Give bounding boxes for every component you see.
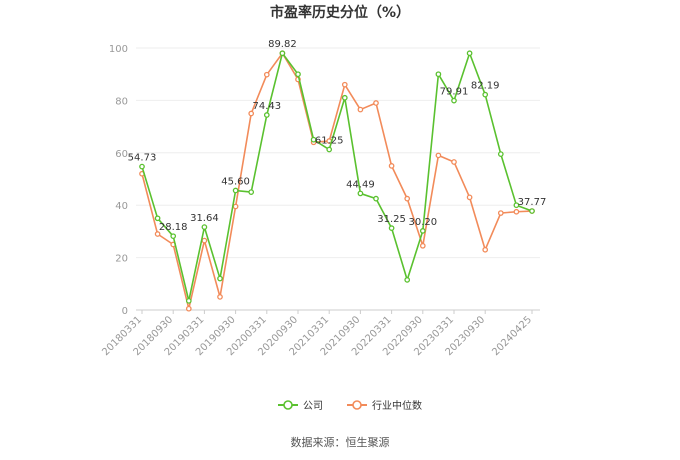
data-point xyxy=(482,91,489,98)
data-point xyxy=(248,110,255,117)
data-point xyxy=(373,100,379,106)
data-point xyxy=(497,210,504,216)
data-point xyxy=(357,190,364,197)
data-point xyxy=(482,246,489,253)
data-label: 61.25 xyxy=(315,136,344,147)
source-note: 数据来源：恒生聚源 xyxy=(291,435,390,449)
data-label: 45.60 xyxy=(221,177,250,188)
series-line-industry-median xyxy=(141,52,533,310)
legend-label: 公司 xyxy=(303,401,323,412)
data-point xyxy=(341,81,348,88)
data-point xyxy=(341,94,348,101)
series-line-company xyxy=(141,52,533,302)
data-point xyxy=(263,112,270,118)
data-label: 82.19 xyxy=(471,81,500,92)
data-point xyxy=(201,224,208,230)
series-layer xyxy=(139,50,535,312)
data-point xyxy=(419,228,426,234)
data-point xyxy=(248,189,255,195)
data-point xyxy=(435,71,442,78)
x-axis: 2018033120180930201903312019093020200331… xyxy=(100,310,534,358)
data-label: 31.25 xyxy=(377,214,406,225)
y-tick-label: 40 xyxy=(115,201,128,212)
y-tick-label: 100 xyxy=(109,44,128,55)
data-point xyxy=(232,187,239,194)
data-point xyxy=(497,151,504,157)
data-point xyxy=(263,71,270,78)
data-point xyxy=(139,163,145,170)
data-point xyxy=(451,97,457,104)
data-point xyxy=(388,163,395,169)
chart-title: 市盈率历史分位（%） xyxy=(270,4,410,21)
y-axis: 0 20 40 60 80 100 xyxy=(109,44,128,317)
data-point xyxy=(419,242,426,249)
data-label: 79.91 xyxy=(440,87,469,98)
data-label: 37.77 xyxy=(518,197,547,208)
data-point xyxy=(513,208,520,215)
data-label: 28.18 xyxy=(159,222,188,233)
legend-marker xyxy=(283,400,293,410)
data-point xyxy=(451,159,457,165)
x-tick-label: 20240425 xyxy=(490,314,534,358)
data-label: 74.43 xyxy=(252,101,281,112)
data-point xyxy=(154,215,161,222)
legend[interactable]: 公司 行业中位数 xyxy=(278,399,422,412)
data-point xyxy=(154,231,161,237)
grid xyxy=(136,47,540,311)
data-point xyxy=(388,225,395,231)
data-point xyxy=(232,203,239,210)
data-point xyxy=(310,136,317,143)
data-point xyxy=(529,208,535,214)
y-tick-label: 60 xyxy=(115,149,128,160)
data-point xyxy=(326,146,333,153)
data-point xyxy=(466,50,473,57)
data-point xyxy=(279,50,286,57)
data-point xyxy=(217,294,223,300)
data-point xyxy=(435,152,442,159)
data-point xyxy=(170,233,177,240)
y-tick-label: 80 xyxy=(115,96,128,107)
data-point xyxy=(404,277,411,283)
data-point xyxy=(185,297,192,304)
data-point xyxy=(513,202,520,209)
data-point xyxy=(295,71,301,78)
y-tick-label: 20 xyxy=(115,254,128,265)
data-label: 44.49 xyxy=(346,179,375,190)
data-point xyxy=(373,195,379,202)
data-point xyxy=(357,106,364,113)
data-label: 31.64 xyxy=(190,213,219,224)
data-label: 54.73 xyxy=(128,153,157,164)
legend-label: 行业中位数 xyxy=(372,399,422,412)
data-point xyxy=(217,275,223,282)
data-point xyxy=(404,195,411,202)
data-point xyxy=(185,305,192,312)
data-point xyxy=(466,194,473,201)
data-label: 30.20 xyxy=(408,217,437,228)
data-point xyxy=(201,237,208,244)
legend-marker xyxy=(352,400,362,410)
y-tick-label: 0 xyxy=(122,306,128,317)
data-label: 89.82 xyxy=(268,39,297,50)
